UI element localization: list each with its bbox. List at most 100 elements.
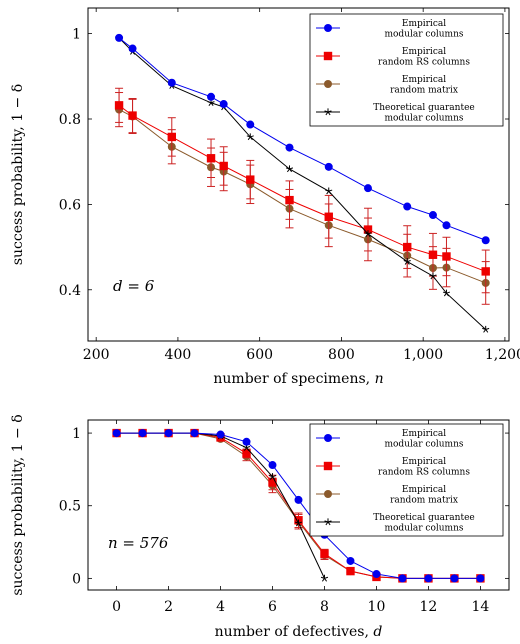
data-point-random_rs: [346, 566, 355, 576]
data-point-random_rs: [246, 175, 255, 184]
series-line-theoretical: [116, 432, 325, 579]
plot-frame: [87, 7, 510, 342]
y-tick-label: 0: [72, 571, 81, 587]
data-point-random_rs: [320, 549, 329, 558]
data-point-theoretical: [285, 165, 294, 173]
legend-marker-theoretical: [324, 108, 332, 116]
legend-label: Empirical: [402, 75, 446, 85]
legend-label: random matrix: [390, 86, 458, 96]
legend-label: random RS columns: [378, 58, 470, 68]
data-point-modular: [128, 44, 137, 53]
x-tick-label: 12: [420, 599, 438, 615]
data-point-modular: [246, 120, 255, 129]
x-tick-label: 10: [368, 599, 386, 615]
data-point-theoretical: [246, 133, 254, 141]
data-point-theoretical: [320, 574, 329, 582]
data-point-theoretical: [429, 272, 437, 280]
legend-label: Theoretical guarantee: [373, 513, 474, 523]
series-modular: [112, 429, 485, 583]
data-point-modular: [138, 429, 147, 438]
plot-frame: [87, 419, 510, 591]
legend-label: Empirical: [402, 47, 446, 57]
data-point-modular: [424, 574, 433, 583]
data-point-random_rs: [206, 154, 216, 163]
data-point-random_rs: [428, 250, 438, 259]
legend-marker-random_rs: [323, 461, 333, 471]
data-point-random_rs: [114, 101, 124, 110]
data-point-theoretical: [294, 519, 303, 527]
legend-label: modular columns: [384, 114, 463, 124]
y-axis-label: success probability, 1 − δ: [10, 84, 26, 265]
x-tick-label: 1,000: [403, 347, 443, 363]
data-point-theoretical: [364, 230, 372, 238]
data-point-modular: [164, 429, 173, 438]
data-point-modular: [398, 574, 407, 583]
legend-marker-random_matrix: [324, 80, 332, 88]
data-point-theoretical: [403, 257, 411, 265]
data-point-random_rs: [268, 478, 277, 487]
data-point-theoretical: [268, 473, 277, 480]
x-tick-label: 6: [268, 599, 277, 615]
data-point-modular: [363, 184, 372, 193]
data-point-modular: [450, 574, 459, 583]
x-tick-label: 200: [83, 347, 110, 363]
data-point-random_rs: [363, 225, 373, 234]
x-tick-label: 1,200: [485, 347, 520, 363]
x-axis-label: number of defectives, d: [215, 624, 383, 640]
data-point-modular: [115, 33, 124, 42]
legend-marker-modular: [324, 24, 332, 32]
data-point-modular: [285, 143, 294, 152]
data-point-modular: [403, 202, 412, 211]
data-point-modular: [242, 437, 251, 446]
legend-label: random RS columns: [378, 468, 470, 478]
chart-panel-1: 200 400 600 800 1,000 1,200 0.4 0.6 0.8 1 number o…: [10, 7, 520, 387]
legend-label: modular columns: [384, 30, 463, 40]
data-point-theoretical: [207, 99, 215, 106]
x-tick-label: 14: [471, 599, 489, 615]
series-modular: [115, 33, 490, 245]
x-tick-label: 400: [165, 347, 192, 363]
x-tick-label: 8: [320, 599, 329, 615]
data-point-modular: [219, 100, 228, 109]
legend-label: Empirical: [402, 485, 446, 495]
legend-box: [309, 13, 504, 127]
x-axis-label: number of specimens, n: [213, 371, 383, 387]
data-point-modular: [428, 211, 437, 220]
data-point-modular: [216, 430, 225, 439]
x-tick-label: 2: [164, 599, 173, 615]
legend-marker-random_rs: [323, 51, 333, 61]
y-tick-label: 1: [72, 27, 81, 43]
legend-marker-random_matrix: [324, 490, 332, 498]
data-point-theoretical: [325, 187, 333, 195]
data-point-theoretical: [442, 289, 451, 297]
y-tick-label: 1: [72, 426, 81, 442]
legend-marker-theoretical: [324, 518, 332, 526]
legend-label: modular columns: [384, 440, 463, 450]
data-point-random_rs: [128, 111, 137, 120]
legend-label: Empirical: [402, 429, 446, 439]
data-point-random_rs: [219, 161, 228, 171]
y-tick-label: 0.8: [59, 112, 81, 128]
data-point-modular: [294, 495, 303, 504]
y-axis-label: success probability, 1 − δ: [10, 414, 26, 595]
data-point-random_rs: [324, 212, 333, 221]
x-tick-label: 800: [328, 347, 355, 363]
data-point-modular: [476, 574, 485, 583]
y-tick-label: 0.4: [59, 283, 81, 299]
data-point-modular: [346, 556, 355, 565]
data-point-modular: [481, 236, 490, 245]
data-point-modular: [112, 429, 121, 438]
legend-box: [309, 423, 504, 537]
y-tick-label: 0.5: [59, 499, 81, 515]
data-point-random_rs: [167, 132, 176, 142]
legend-marker-modular: [324, 434, 332, 442]
legend-label: Empirical: [402, 19, 446, 29]
data-point-modular: [372, 570, 381, 579]
legend-label: modular columns: [384, 524, 463, 534]
series-random_rs: [114, 87, 490, 294]
x-tick-label: 0: [112, 599, 121, 615]
x-tick-label: 4: [216, 599, 225, 615]
annotation: n = 576: [108, 534, 169, 552]
